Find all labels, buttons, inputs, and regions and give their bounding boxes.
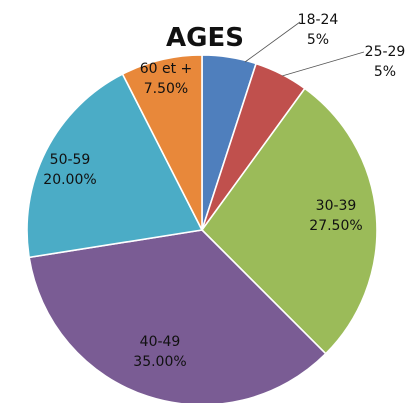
slice-category-40-49: 40-49	[140, 334, 181, 350]
slice-value-18-24: 5%	[307, 32, 329, 48]
leader-line-25-29	[282, 52, 364, 76]
slice-category-50-59: 50-59	[50, 152, 91, 168]
slice-value-25-29: 5%	[374, 64, 396, 80]
slice-value-30-39: 27.50%	[309, 218, 362, 234]
slice-label-18-24: 18-24 5%	[298, 12, 339, 48]
slice-label-25-29: 25-29 5%	[365, 44, 406, 80]
slice-category-60-et: 60 et +	[140, 61, 193, 77]
slice-category-18-24: 18-24	[298, 12, 339, 28]
leader-line-18-24	[245, 22, 300, 62]
slice-value-50-59: 20.00%	[43, 172, 96, 188]
chart-title: AGES	[166, 23, 244, 53]
slice-category-25-29: 25-29	[365, 44, 406, 60]
slice-value-60-et: 7.50%	[144, 81, 188, 97]
slice-category-30-39: 30-39	[316, 198, 357, 214]
slice-value-40-49: 35.00%	[133, 354, 186, 370]
